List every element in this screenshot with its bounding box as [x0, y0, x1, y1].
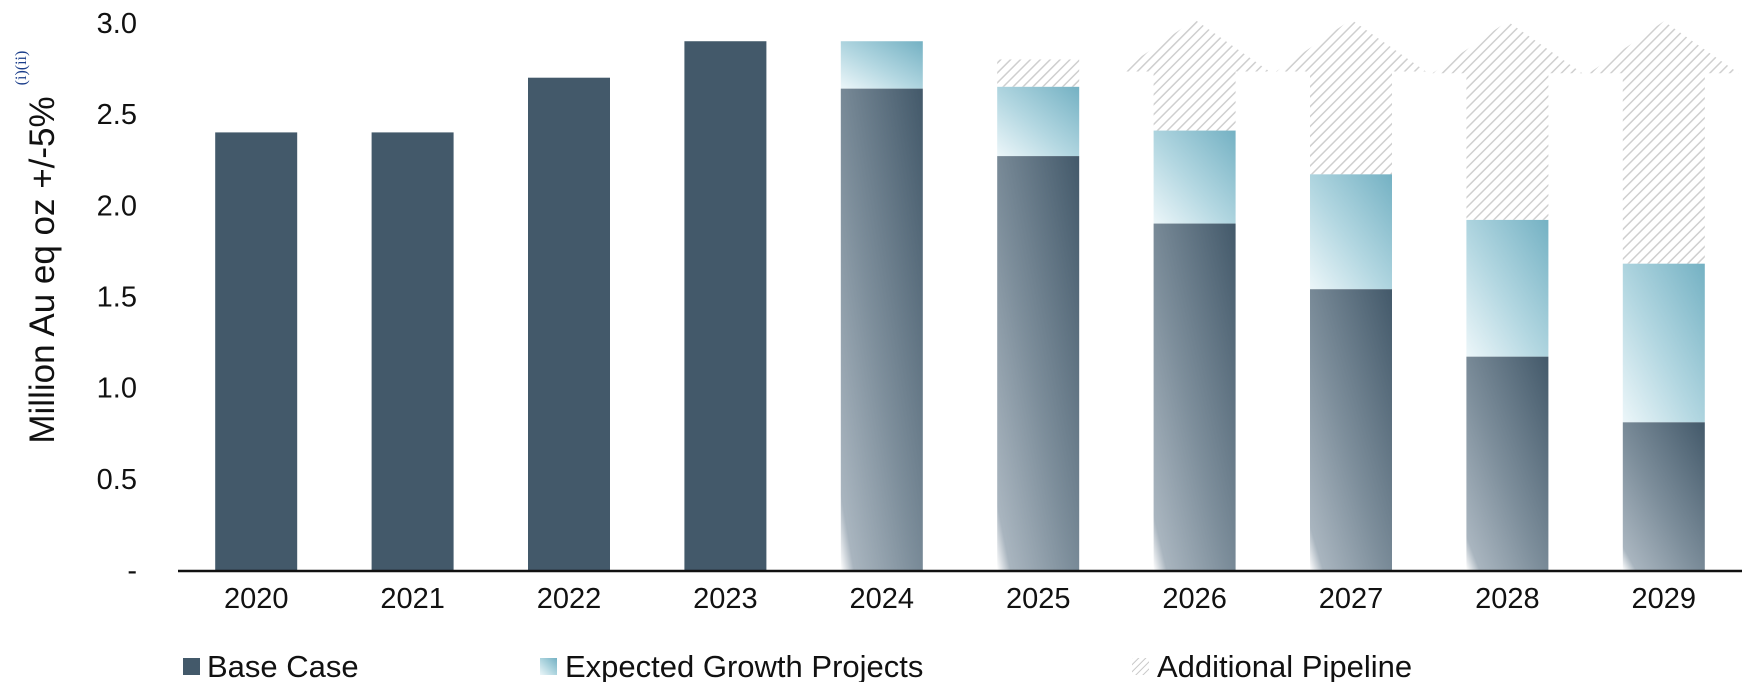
x-tick-label: 2029	[1632, 583, 1697, 615]
axes-group: 2020 2021 2022 2023 2024 2025 2026 2027 2028 2029…	[97, 8, 1742, 615]
expected-growth-bar	[1153, 130, 1236, 224]
y-tick-label: 1.0	[97, 373, 137, 405]
bars-group	[215, 41, 1705, 571]
y-tick-label: 1.5	[97, 282, 137, 314]
x-tick-label: 2027	[1319, 583, 1384, 615]
expected-growth-bar	[997, 86, 1080, 157]
base-case-bar	[1622, 422, 1705, 570]
additional-pipeline-arrow	[1432, 21, 1583, 220]
y-tick-label: 2.0	[97, 190, 137, 222]
legend-swatch-expected-growth-projects	[540, 658, 557, 675]
x-tick-label: 2023	[693, 583, 758, 615]
legend-swatch-additional-pipeline	[1132, 658, 1149, 675]
base-case-bar	[1153, 223, 1236, 571]
legend-item-expected-growth-projects: Expected Growth Projects	[540, 649, 923, 684]
additional-pipeline-series	[997, 19, 1739, 264]
base-case-bar	[1466, 356, 1549, 570]
expected-growth-bar	[1466, 219, 1549, 357]
legend-item-additional-pipeline: Additional Pipeline	[1132, 649, 1412, 684]
base-case-bar	[684, 41, 767, 570]
additional-pipeline-bar	[997, 59, 1080, 87]
legend-swatch-base-case	[183, 658, 200, 675]
base-case-bar	[528, 77, 610, 570]
legend: Base Case Expected Growth Projects Addit…	[183, 649, 1412, 684]
legend-item-base-case: Base Case	[183, 649, 359, 684]
x-tick-label: 2020	[224, 583, 289, 615]
y-tick-label: 3.0	[97, 8, 137, 40]
additional-pipeline-arrow	[1588, 21, 1739, 264]
legend-label-additional-pipeline: Additional Pipeline	[1157, 649, 1412, 682]
base-case-bar	[840, 88, 923, 570]
y-axis-label-footnote: (i)(ii)	[13, 51, 30, 86]
x-tick-label: 2026	[1162, 583, 1227, 615]
expected-growth-bar	[1310, 174, 1392, 290]
expected-growth-bar	[1622, 263, 1705, 423]
base-case-bar	[371, 132, 454, 570]
x-tick-label: 2021	[380, 583, 445, 615]
legend-label-base-case: Base Case	[207, 649, 359, 682]
y-axis-label: Million Au eq oz +/-5%	[23, 96, 62, 443]
expected-growth-bar	[840, 41, 923, 89]
y-tick-label: 0.5	[97, 464, 137, 496]
base-case-bar	[997, 156, 1080, 570]
legend-label-expected-growth-projects: Expected Growth Projects	[565, 649, 923, 682]
additional-pipeline-arrow	[1276, 19, 1426, 175]
x-tick-label: 2022	[537, 583, 602, 615]
x-tick-label: 2028	[1475, 583, 1540, 615]
y-tick-label: 2.5	[97, 99, 137, 131]
x-tick-label: 2024	[850, 583, 915, 615]
additional-pipeline-arrow	[1119, 19, 1270, 131]
y-tick-label: -	[127, 555, 137, 587]
base-case-bar	[1310, 289, 1392, 570]
base-case-bar	[215, 132, 298, 570]
x-tick-label: 2025	[1006, 583, 1071, 615]
